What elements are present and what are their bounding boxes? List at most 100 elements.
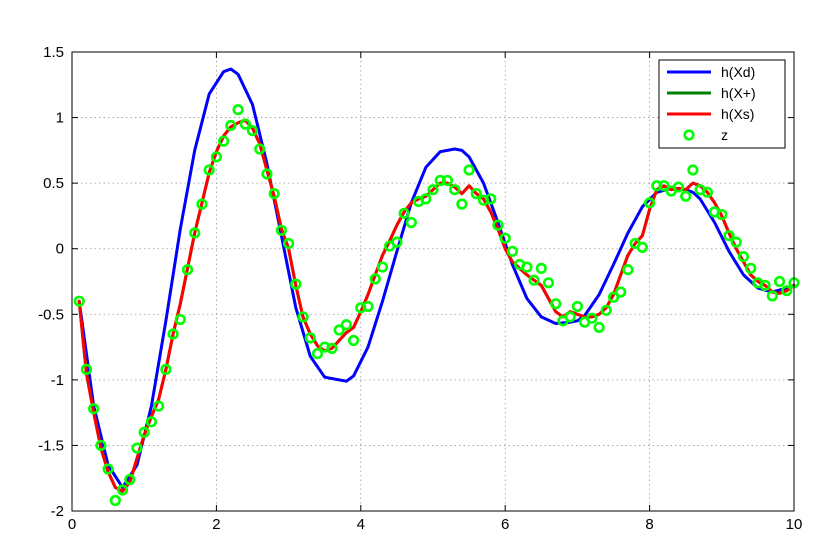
data-point bbox=[766, 290, 778, 302]
data-point bbox=[88, 403, 100, 415]
series-layer bbox=[73, 67, 800, 507]
x-tick-label: 4 bbox=[357, 516, 365, 533]
data-point bbox=[116, 484, 129, 496]
data-point bbox=[196, 198, 208, 210]
data-point bbox=[492, 219, 504, 231]
series-line-h(Xs) bbox=[77, 118, 796, 493]
legend-box bbox=[658, 59, 786, 149]
y-tick-label: -2 bbox=[51, 503, 64, 520]
data-point bbox=[427, 184, 439, 196]
legend-label: h(Xd) bbox=[721, 64, 755, 80]
axis-tick-labels: 0 2 4 6 8 10 -2 -1.5 -1 -0.5 0 0.5 1 1.5 bbox=[38, 44, 802, 533]
data-point bbox=[499, 232, 511, 244]
data-point bbox=[593, 321, 605, 334]
data-point bbox=[405, 216, 417, 229]
data-point bbox=[232, 104, 244, 116]
series-z bbox=[73, 104, 800, 507]
x-tick-label: 6 bbox=[501, 516, 509, 533]
x-tick-label: 2 bbox=[212, 516, 220, 533]
data-point bbox=[362, 300, 374, 313]
series-h(X+) bbox=[77, 118, 796, 493]
data-point bbox=[622, 264, 634, 276]
y-tick-label: -1.5 bbox=[38, 437, 64, 454]
data-point bbox=[506, 245, 519, 257]
x-tick-label: 10 bbox=[786, 516, 803, 533]
data-point bbox=[347, 334, 360, 347]
data-point bbox=[181, 264, 194, 276]
data-point bbox=[456, 198, 468, 210]
x-tick-label: 8 bbox=[645, 516, 653, 533]
data-point bbox=[109, 494, 121, 507]
data-point bbox=[759, 279, 771, 292]
data-point bbox=[643, 197, 656, 209]
data-point bbox=[607, 291, 620, 303]
series-h(Xs) bbox=[77, 118, 796, 493]
data-point bbox=[124, 473, 136, 486]
y-tick-label: 1 bbox=[56, 110, 64, 127]
data-point bbox=[95, 439, 107, 452]
data-point bbox=[376, 261, 389, 273]
x-tick-label: 0 bbox=[68, 516, 76, 533]
data-point bbox=[463, 164, 475, 176]
data-point bbox=[658, 180, 670, 192]
data-point bbox=[203, 164, 215, 176]
data-point bbox=[369, 273, 381, 285]
data-point bbox=[470, 188, 482, 200]
data-point bbox=[420, 193, 432, 205]
data-point bbox=[773, 275, 786, 288]
data-point bbox=[528, 274, 540, 286]
data-point bbox=[672, 181, 685, 193]
legend: h(Xd) h(X+) h(Xs) z bbox=[658, 59, 786, 149]
data-point bbox=[586, 312, 598, 324]
data-point bbox=[542, 277, 555, 289]
data-point bbox=[781, 285, 793, 297]
data-point bbox=[145, 416, 158, 428]
data-point bbox=[290, 278, 302, 290]
data-point bbox=[333, 324, 345, 336]
data-point bbox=[283, 237, 295, 250]
data-point bbox=[225, 119, 237, 132]
data-point bbox=[131, 442, 143, 454]
data-point bbox=[218, 135, 230, 147]
axis-ticks bbox=[71, 51, 795, 512]
data-point bbox=[687, 164, 699, 176]
y-tick-label: 0 bbox=[56, 241, 64, 258]
y-tick-label: -1 bbox=[51, 372, 64, 389]
grid bbox=[72, 52, 794, 511]
data-point bbox=[268, 188, 280, 200]
y-tick-label: 0.5 bbox=[43, 175, 64, 192]
data-point bbox=[304, 332, 316, 344]
data-point bbox=[449, 184, 461, 196]
data-point bbox=[153, 400, 165, 412]
data-point bbox=[716, 209, 728, 221]
data-point bbox=[441, 174, 454, 187]
legend-label: h(X+) bbox=[721, 85, 756, 101]
data-point bbox=[745, 262, 757, 274]
data-point bbox=[80, 363, 93, 375]
legend-label: z bbox=[721, 127, 728, 143]
data-point bbox=[434, 174, 446, 187]
data-point bbox=[73, 295, 85, 307]
legend-marker-z bbox=[683, 129, 695, 141]
data-point bbox=[485, 193, 497, 205]
data-point bbox=[680, 190, 692, 202]
data-point bbox=[246, 125, 259, 137]
y-tick-label: 1.5 bbox=[43, 44, 64, 61]
data-point bbox=[239, 118, 251, 130]
data-point bbox=[636, 241, 648, 254]
data-point bbox=[723, 230, 735, 242]
data-point bbox=[651, 180, 663, 192]
plot-area-frame bbox=[71, 51, 795, 512]
data-point bbox=[138, 426, 150, 438]
data-point bbox=[167, 328, 179, 340]
data-point bbox=[261, 168, 273, 180]
data-point bbox=[398, 207, 410, 219]
series-line-h(X+) bbox=[77, 118, 796, 493]
data-point bbox=[311, 348, 324, 360]
data-point bbox=[737, 250, 750, 263]
data-point bbox=[600, 304, 612, 316]
y-tick-label: -0.5 bbox=[38, 306, 64, 323]
data-point bbox=[391, 236, 403, 248]
data-point bbox=[174, 313, 186, 326]
